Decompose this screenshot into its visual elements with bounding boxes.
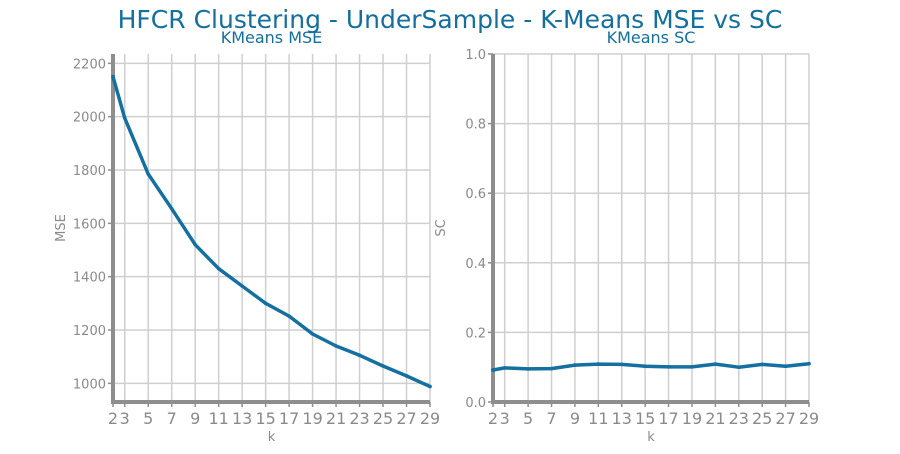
sc-data-point bbox=[573, 363, 577, 367]
sc-xtick-label: 23 bbox=[729, 409, 749, 428]
sc-data-point bbox=[491, 368, 495, 372]
mse-xtick-label: 2 bbox=[108, 409, 118, 428]
mse-data-point bbox=[287, 314, 291, 318]
sc-xtick-label: 15 bbox=[635, 409, 655, 428]
sc-data-point bbox=[807, 361, 811, 366]
mse-data-point bbox=[240, 284, 244, 288]
mse-xtick-label: 25 bbox=[373, 409, 393, 428]
sc-xtick-label: 25 bbox=[752, 409, 772, 428]
mse-ytick-label: 1000 bbox=[73, 377, 106, 392]
mse-ytick-label: 2000 bbox=[73, 111, 106, 126]
sc-data-point bbox=[783, 364, 788, 368]
sc-xtick-label: 21 bbox=[705, 409, 725, 428]
sc-xtick-label: 3 bbox=[500, 409, 510, 428]
sc-x-axis-label: k bbox=[647, 430, 655, 445]
mse-xtick-label: 29 bbox=[420, 409, 440, 428]
mse-xtick-label: 19 bbox=[302, 409, 322, 428]
mse-x-axis-label: k bbox=[268, 430, 276, 445]
mse-xtick-label: 9 bbox=[190, 409, 200, 428]
mse-data-point bbox=[310, 332, 315, 336]
sc-chart-panel: 0.00.20.40.60.81.02 3 5 7 9 11 13 15 17 19 21 23 25 2… bbox=[434, 28, 819, 445]
sc-data-point bbox=[760, 362, 764, 367]
sc-xtick-label: 9 bbox=[570, 409, 580, 428]
sc-xtick-label: 17 bbox=[658, 409, 678, 428]
mse-data-point bbox=[428, 384, 432, 389]
mse-xtick-label: 17 bbox=[279, 409, 299, 428]
sc-xtick-label: 19 bbox=[682, 409, 702, 428]
mse-data-point bbox=[111, 74, 115, 79]
mse-chart-title: KMeans MSE bbox=[221, 28, 323, 47]
sc-xtick-label: 5 bbox=[523, 409, 533, 428]
mse-xtick-label: 23 bbox=[349, 409, 369, 428]
mse-xtick-label: 13 bbox=[232, 409, 252, 428]
mse-xtick-label: 27 bbox=[396, 409, 416, 428]
sc-ytick-label: 0.2 bbox=[465, 326, 486, 341]
mse-xtick-label: 7 bbox=[167, 409, 177, 428]
mse-y-axis-label: MSE bbox=[54, 214, 69, 242]
sc-data-point bbox=[690, 365, 694, 369]
sc-data-point bbox=[736, 365, 741, 370]
mse-data-point bbox=[381, 364, 385, 368]
mse-data-point bbox=[334, 344, 338, 348]
sc-data-point bbox=[619, 362, 624, 367]
sc-xtick-label: 2 bbox=[488, 409, 498, 428]
mse-data-point bbox=[146, 172, 151, 176]
mse-xtick-label: 15 bbox=[255, 409, 275, 428]
mse-xtick-label: 5 bbox=[143, 409, 153, 428]
sc-ytick-label: 0.0 bbox=[465, 396, 486, 411]
mse-data-point bbox=[216, 266, 221, 271]
sc-xtick-label: 29 bbox=[799, 409, 819, 428]
sc-xtick-label: 13 bbox=[612, 409, 632, 428]
sc-ytick-label: 0.8 bbox=[465, 118, 486, 133]
sc-ytick-label: 1.0 bbox=[465, 48, 486, 63]
mse-ytick-label: 1800 bbox=[73, 164, 106, 179]
figure-title: HFCR Clustering - UnderSample - K-Means … bbox=[118, 5, 783, 34]
sc-ytick-label: 0.4 bbox=[465, 257, 486, 272]
sc-chart-title: KMeans SC bbox=[607, 28, 696, 47]
mse-xtick-label: 21 bbox=[326, 409, 346, 428]
sc-data-point bbox=[549, 366, 554, 371]
sc-data-point bbox=[713, 362, 718, 366]
sc-data-point bbox=[526, 367, 530, 371]
mse-data-point bbox=[404, 374, 409, 378]
mse-data-point bbox=[263, 301, 268, 306]
mse-ytick-label: 1600 bbox=[73, 217, 106, 232]
sc-y-axis-label: SC bbox=[434, 219, 449, 236]
mse-xtick-label: 3 bbox=[120, 409, 130, 428]
sc-data-point bbox=[643, 364, 647, 368]
mse-data-point bbox=[169, 206, 174, 211]
sc-xtick-label: 11 bbox=[588, 409, 608, 428]
mse-ytick-label: 1400 bbox=[73, 271, 106, 286]
mse-data-point bbox=[193, 242, 197, 247]
mse-ytick-label: 2200 bbox=[73, 57, 106, 72]
mse-data-point bbox=[122, 116, 127, 120]
mse-xtick-label: 11 bbox=[208, 409, 228, 428]
sc-data-point bbox=[596, 362, 601, 366]
sc-data-point bbox=[666, 365, 671, 369]
sc-xtick-label: 27 bbox=[775, 409, 795, 428]
sc-ytick-label: 0.6 bbox=[465, 187, 486, 202]
mse-ytick-label: 1200 bbox=[73, 324, 106, 339]
sc-xtick-label: 7 bbox=[546, 409, 556, 428]
mse-data-point bbox=[357, 353, 362, 358]
sc-data-point bbox=[502, 366, 507, 370]
